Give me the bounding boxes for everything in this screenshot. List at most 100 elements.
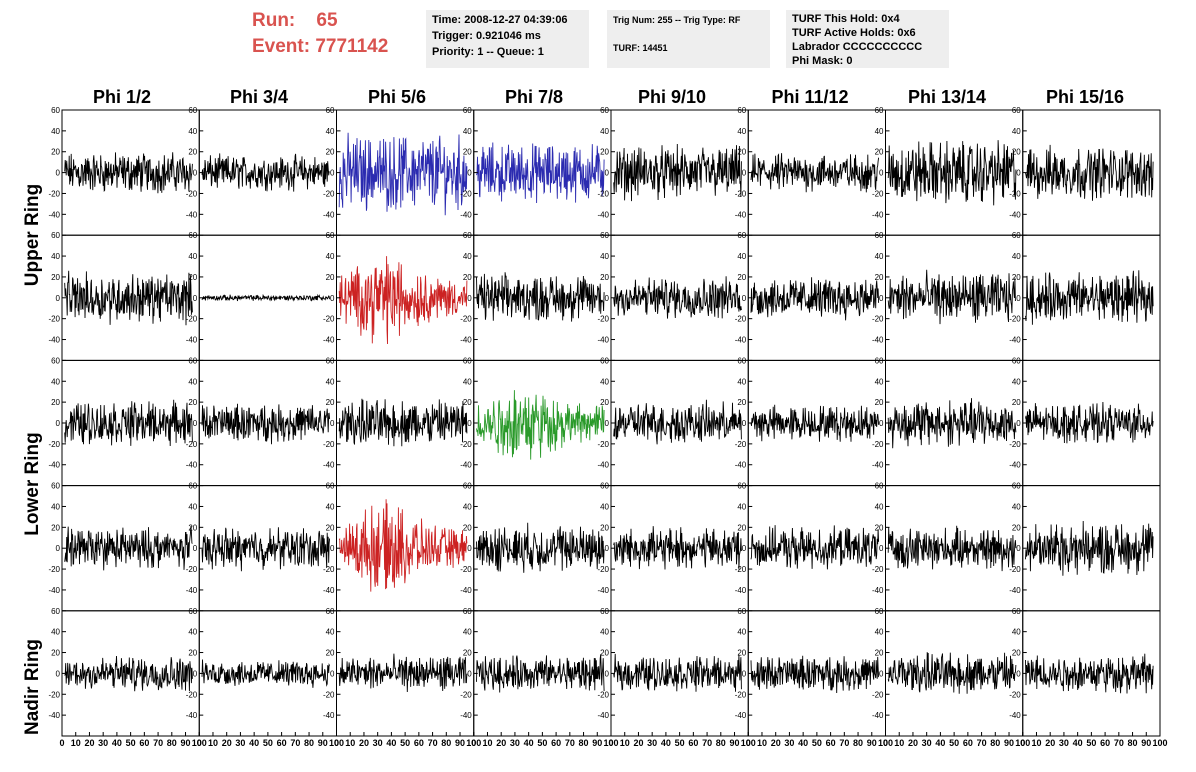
y-tick-label: -20 [735,189,747,198]
x-tick-label: 20 [84,738,94,748]
y-tick-label: 60 [51,607,60,616]
y-tick-label: 40 [51,502,60,511]
y-tick-label: 40 [737,628,746,637]
y-tick-label: 60 [600,482,609,491]
y-tick-label: -40 [460,711,472,720]
y-tick-label: 60 [737,607,746,616]
x-tick-label: 40 [661,738,671,748]
x-tick-label: 20 [908,738,918,748]
y-tick-label: -40 [1009,461,1021,470]
x-tick-label: 10 [482,738,492,748]
y-tick-label: 60 [463,607,472,616]
x-tick-label: 0 [883,738,888,748]
x-tick-label: 100 [1015,738,1030,748]
y-tick-label: -20 [872,565,884,574]
x-tick-label: 80 [1128,738,1138,748]
waveform-trace [613,653,742,692]
y-tick-label: -20 [1009,690,1021,699]
waveform-trace [476,654,605,693]
y-tick-label: 60 [188,356,197,365]
y-tick-label: 0 [330,294,335,303]
x-tick-label: 40 [798,738,808,748]
run-value: 65 [316,10,338,31]
y-tick-label: -20 [597,440,609,449]
y-tick-label: -40 [872,336,884,345]
waveform-trace [1025,401,1154,444]
y-tick-label: -40 [872,586,884,595]
y-tick-label: 60 [326,231,335,240]
y-tick-label: 20 [875,398,884,407]
y-tick-label: 20 [600,148,609,157]
x-tick-label: 60 [1100,738,1110,748]
y-tick-label: 20 [600,649,609,658]
x-tick-label: 60 [414,738,424,748]
x-tick-label: 70 [565,738,575,748]
y-tick-label: 20 [875,649,884,658]
x-tick-label: 20 [633,738,643,748]
x-tick-label: 50 [1086,738,1096,748]
x-tick-label: 20 [771,738,781,748]
y-tick-label: 20 [737,148,746,157]
x-tick-label: 20 [222,738,232,748]
y-tick-label: 40 [600,502,609,511]
y-tick-label: 40 [600,127,609,136]
y-tick-label: 60 [188,607,197,616]
x-tick-label: 0 [746,738,751,748]
y-tick-label: 0 [193,544,198,553]
y-tick-label: 60 [1012,482,1021,491]
y-tick-label: 60 [1012,356,1021,365]
y-tick-label: 40 [1012,252,1021,261]
y-tick-label: -20 [460,189,472,198]
y-tick-label: 20 [1012,273,1021,282]
phi-mask-text: Phi Mask: 0 [792,55,853,67]
waveform-trace [201,527,331,572]
y-tick-label: -40 [460,336,472,345]
waveform-trace [201,403,331,445]
x-tick-label: 90 [867,738,877,748]
waveform-trace [201,293,331,302]
x-tick-label: 90 [592,738,602,748]
x-tick-label: 50 [263,738,273,748]
y-tick-label: 40 [1012,502,1021,511]
y-tick-label: 40 [737,127,746,136]
x-tick-label: 30 [98,738,108,748]
x-tick-label: 60 [277,738,287,748]
y-tick-label: -40 [872,711,884,720]
y-tick-label: -20 [735,565,747,574]
y-tick-label: 0 [467,669,472,678]
y-tick-label: 60 [1012,607,1021,616]
y-tick-label: -40 [48,210,60,219]
y-tick-label: -40 [48,336,60,345]
y-tick-label: -40 [48,711,60,720]
y-tick-label: 40 [51,377,60,386]
y-tick-label: 40 [737,377,746,386]
y-tick-label: 40 [875,502,884,511]
waveform-trace [750,655,880,694]
y-tick-label: 20 [326,148,335,157]
y-tick-label: -40 [323,461,335,470]
waveform-trace [338,653,468,693]
y-tick-label: -40 [597,586,609,595]
x-tick-label: 40 [1073,738,1083,748]
y-tick-label: -40 [735,210,747,219]
waveform-trace [1025,520,1154,576]
y-tick-label: 60 [51,356,60,365]
x-tick-label: 30 [235,738,245,748]
y-tick-label: 0 [193,169,198,178]
trig-info-box: Trig Num: 255 -- Trig Type: RF TURF: 144… [607,10,770,68]
y-tick-label: 40 [51,628,60,637]
y-tick-label: 20 [875,148,884,157]
x-tick-label: 90 [318,738,328,748]
y-tick-label: 60 [51,231,60,240]
y-tick-label: -20 [186,565,198,574]
y-tick-label: 20 [875,523,884,532]
y-tick-label: 0 [330,669,335,678]
y-tick-label: 20 [737,273,746,282]
y-tick-label: 60 [463,231,472,240]
y-tick-label: 0 [879,419,884,428]
y-tick-label: 40 [1012,628,1021,637]
waveform-trace [64,526,193,571]
y-tick-label: 60 [326,106,335,115]
y-tick-label: 60 [326,356,335,365]
x-tick-label: 40 [249,738,259,748]
